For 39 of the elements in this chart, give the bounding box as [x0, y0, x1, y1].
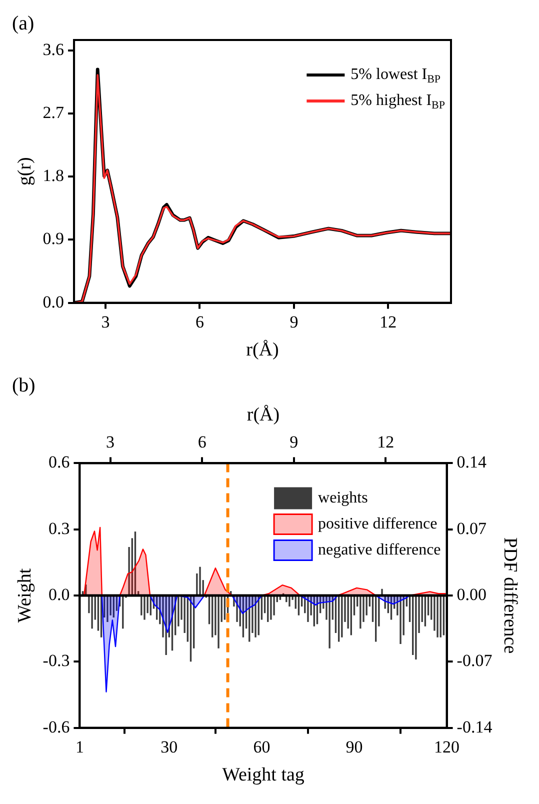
x2-tick-label: 3	[106, 432, 115, 452]
x-tick-label: 3	[101, 312, 110, 332]
y-tick-label: 1.8	[42, 166, 64, 186]
y-tick-label: 0.6	[48, 452, 70, 472]
legend-label: weights	[318, 489, 368, 506]
y2-axis-title: PDF difference	[500, 537, 521, 654]
x2-axis-title: r(Å)	[246, 404, 280, 426]
x-tick-label: 30	[160, 737, 178, 756]
y-tick-label: 0.0	[42, 292, 64, 312]
y2-tick-label: 0.14	[456, 452, 488, 472]
legend-label: negative difference	[318, 541, 441, 558]
y-tick-label: 0.3	[48, 518, 70, 538]
y2-tick-label: 0.00	[456, 584, 487, 604]
chart-title: (a)	[12, 12, 34, 34]
x-tick-label: 120	[434, 737, 460, 756]
chart-title: (b)	[12, 374, 36, 396]
y-tick-label: 0.9	[42, 229, 64, 248]
x-tick-label: 12	[380, 312, 397, 332]
x-tick-label: 9	[290, 312, 298, 332]
x2-tick-label: 12	[377, 432, 394, 452]
y2-tick-label: -0.14	[456, 717, 493, 736]
y-axis-title: Weight	[14, 568, 36, 623]
y-axis-title: g(r)	[14, 157, 36, 186]
x-tick-label: 90	[346, 737, 363, 756]
y-tick-label: 2.7	[42, 103, 65, 122]
legend-label: positive difference	[318, 515, 438, 532]
x-tick-label: 60	[253, 737, 270, 756]
y-tick-label: 0.0	[48, 584, 70, 604]
x2-tick-label: 9	[290, 432, 298, 452]
y-tick-label: -0.3	[42, 651, 70, 670]
y-tick-label: -0.6	[42, 717, 70, 736]
x-tick-label: 6	[195, 312, 204, 332]
x-tick-label: 1	[75, 737, 84, 756]
y2-tick-label: -0.07	[456, 651, 493, 670]
x2-tick-label: 6	[198, 432, 206, 452]
x-axis-title: Weight tag	[222, 764, 305, 786]
y2-tick-label: 0.07	[456, 518, 488, 538]
y-tick-label: 3.6	[42, 40, 64, 59]
x-axis-title: r(Å)	[246, 340, 279, 361]
